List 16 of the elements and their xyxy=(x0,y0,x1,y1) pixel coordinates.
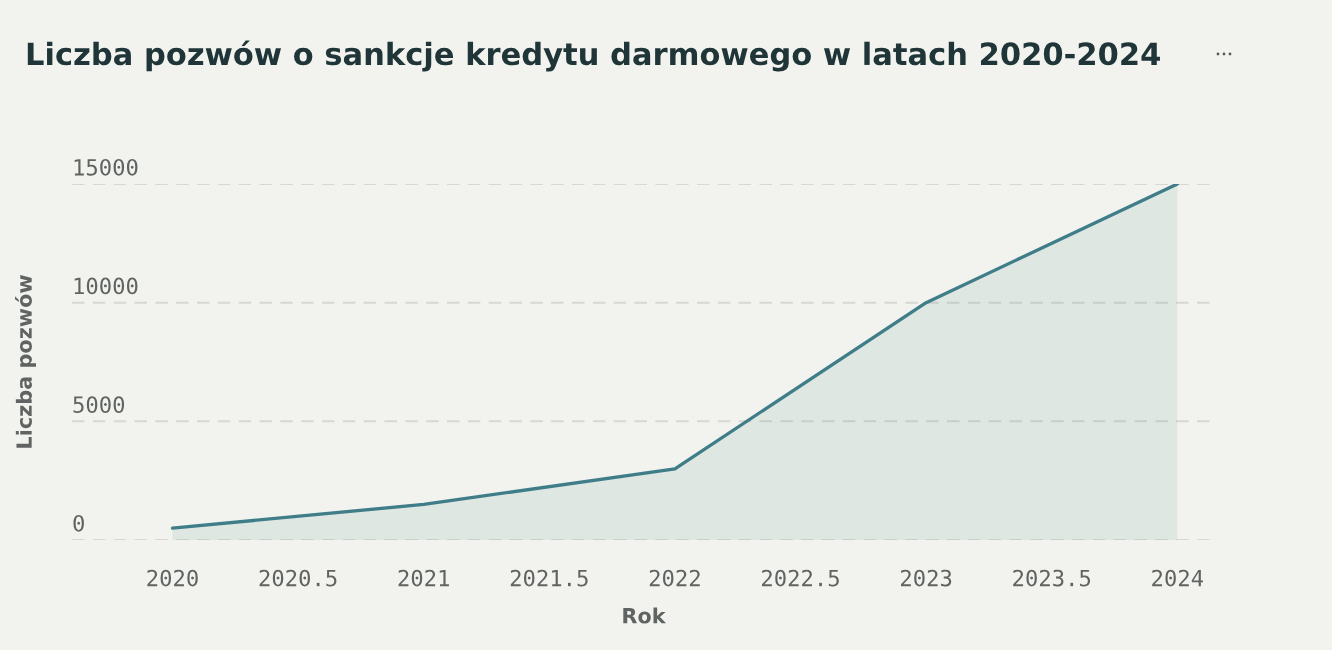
y-tick-label: 10000 xyxy=(74,277,138,295)
x-tick-label: 2023 xyxy=(901,569,952,587)
x-tick-label: 2022.5 xyxy=(762,569,839,587)
y-tick-label: 5000 xyxy=(73,396,125,414)
x-tick-label: 2022 xyxy=(649,569,700,587)
x-tick-label: 2020 xyxy=(147,569,198,587)
y-axis-title: Liczba pozwów xyxy=(15,275,36,448)
x-tick-label: 2021 xyxy=(398,569,449,587)
y-tick-label: 15000 xyxy=(74,158,138,176)
chart-title: Liczba pozwów o sankcje kredytu darmowego w latach 2020-2024 xyxy=(27,40,1160,72)
x-axis-title: Rok xyxy=(623,607,666,624)
x-tick-label: 2020.5 xyxy=(259,569,337,587)
x-tick-label: 2023.5 xyxy=(1013,569,1091,587)
x-tick-label: 2021.5 xyxy=(510,569,588,587)
y-tick-label: 0 xyxy=(73,514,84,532)
x-tick-label: 2024 xyxy=(1152,569,1204,587)
